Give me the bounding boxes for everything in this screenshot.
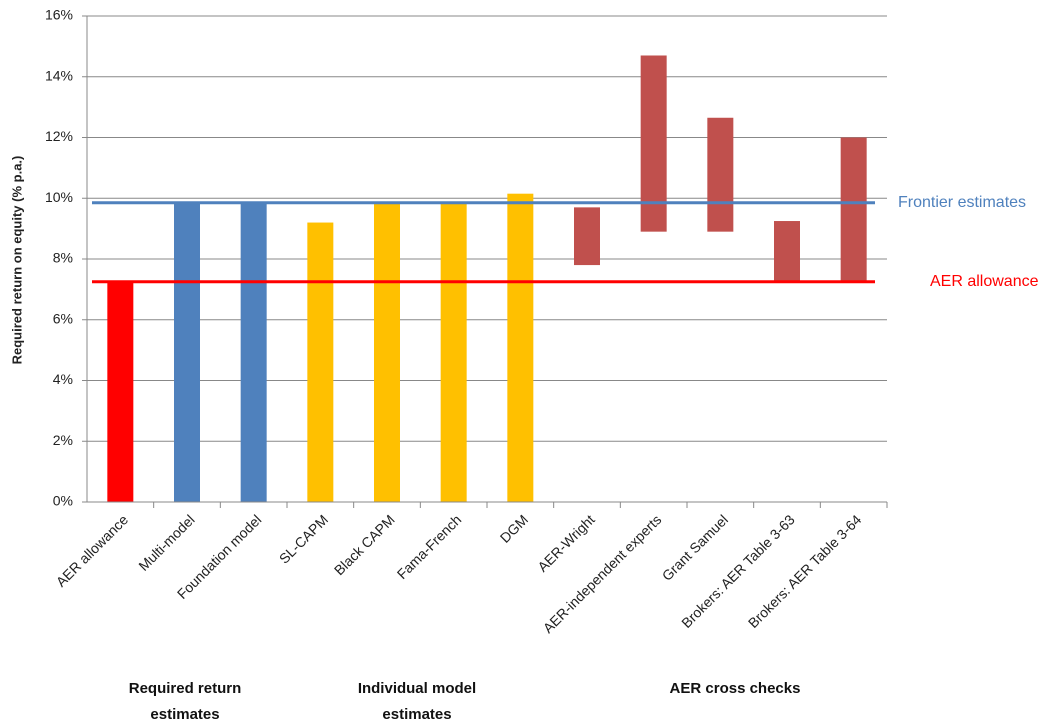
bar xyxy=(307,222,334,503)
reference-label: Frontier estimates xyxy=(898,194,1026,211)
x-tick-label: Grant Samuel xyxy=(659,511,731,583)
group-label: Required return estimates xyxy=(128,680,242,723)
y-tick-label: 2% xyxy=(53,432,73,448)
x-tick-label: AER-Wright xyxy=(534,511,597,574)
range-bar xyxy=(574,207,600,266)
y-tick-label: 12% xyxy=(45,128,73,144)
group-label: Individual model estimates xyxy=(357,680,477,723)
x-tick-label: AER allowance xyxy=(53,511,132,590)
x-tick-label: Black CAPM xyxy=(331,511,398,578)
y-tick-label: 8% xyxy=(53,250,73,266)
bar xyxy=(374,202,400,502)
x-tick-label: Brokers: AER Table 3-64 xyxy=(745,511,865,631)
bar xyxy=(507,193,534,502)
y-axis-label: Required return on equity (% p.a.) xyxy=(9,156,24,365)
bar xyxy=(174,202,200,502)
bar xyxy=(240,202,267,502)
y-tick-label: 16% xyxy=(45,7,73,23)
x-tick-label: Multi-model xyxy=(135,511,197,573)
x-tick-label: AER-independent experts xyxy=(540,511,665,636)
group-label: AER cross checks xyxy=(669,680,801,697)
y-tick-label: 14% xyxy=(45,67,73,83)
range-bar xyxy=(774,221,800,282)
x-tick-label: DGM xyxy=(497,511,531,545)
x-tick-label: Brokers: AER Table 3-63 xyxy=(678,511,798,631)
y-tick-label: 4% xyxy=(53,371,73,387)
reference-label: AER allowance xyxy=(930,273,1039,290)
y-tick-label: 6% xyxy=(53,310,73,326)
y-tick-label: 10% xyxy=(45,189,73,205)
bar xyxy=(440,202,467,502)
range-bar xyxy=(840,137,867,282)
x-tick-label: Fama-French xyxy=(394,511,465,582)
x-tick-label: SL-CAPM xyxy=(276,511,331,566)
range-bar xyxy=(640,55,667,232)
range-bar xyxy=(707,117,734,232)
y-tick-label: 0% xyxy=(53,493,73,509)
bar xyxy=(107,281,134,502)
